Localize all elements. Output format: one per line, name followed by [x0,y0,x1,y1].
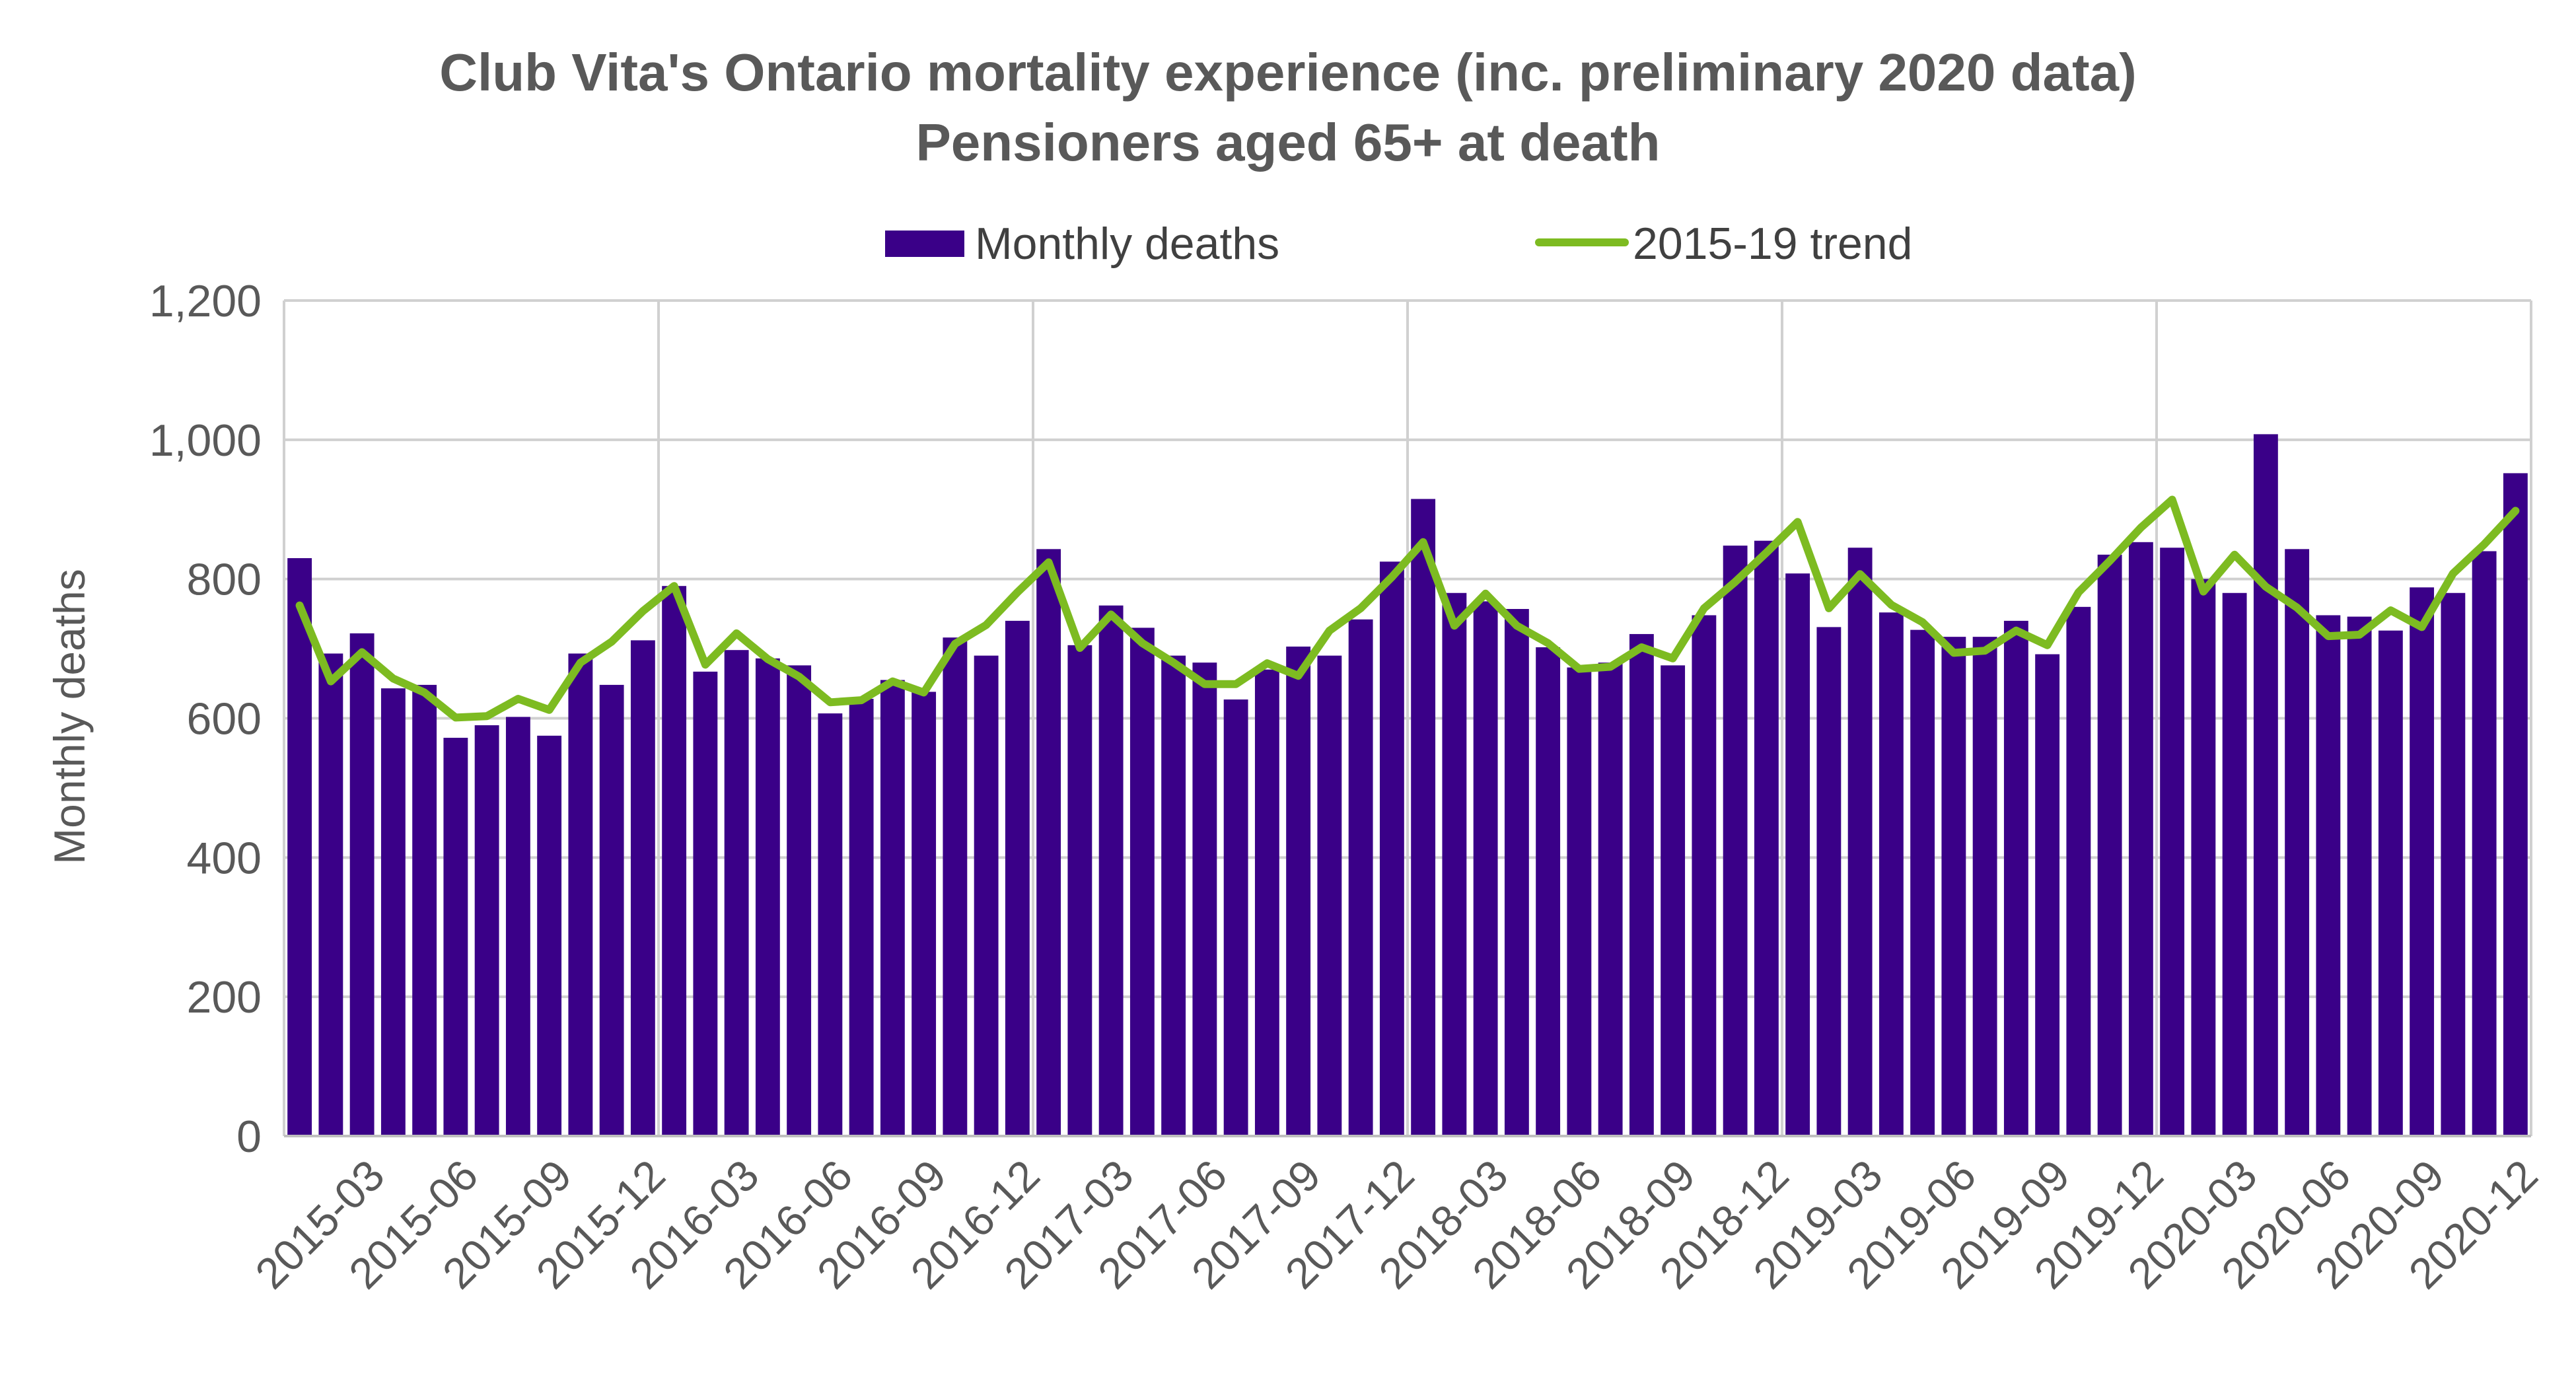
bar-2017-11 [1348,619,1373,1136]
legend-label-trend: 2015-19 trend [1633,219,1912,269]
bar-2015-10 [568,653,593,1136]
y-tick-label: 0 [236,1112,262,1162]
y-tick-label: 200 [187,972,262,1022]
bar-2015-05 [412,684,437,1136]
bar-2016-05 [787,665,812,1136]
bar-2018-05 [1536,647,1561,1136]
bar-2018-01 [1411,499,1436,1136]
bar-2016-01 [662,586,687,1136]
bar-2019-10 [2066,606,2091,1136]
bar-2016-02 [693,671,718,1136]
bar-2015-11 [599,684,624,1136]
bar-2017-04 [1129,627,1155,1136]
bar-2017-05 [1161,655,1186,1136]
legend-label-monthly-deaths: Monthly deaths [975,219,1279,269]
bar-2019-04 [1878,612,1904,1136]
bar-2018-03 [1473,601,1498,1136]
bar-2017-07 [1223,699,1248,1136]
bar-2020-11 [2472,551,2497,1136]
chart-title: Club Vita's Ontario mortality experience… [439,43,2137,102]
bar-2015-04 [380,688,406,1136]
bar-2018-04 [1504,608,1529,1136]
y-tick-label: 600 [187,694,262,744]
bar-2018-06 [1567,667,1592,1136]
bar-2017-12 [1379,561,1404,1136]
bar-2016-11 [974,655,999,1136]
bar-2018-09 [1661,665,1686,1136]
bar-2016-06 [818,713,843,1136]
bar-2015-09 [537,735,562,1136]
y-axis-label: Monthly deaths [45,569,94,865]
bar-2020-05 [2285,549,2310,1136]
bar-2020-04 [2253,434,2278,1136]
bar-2020-06 [2316,615,2341,1136]
bar-2018-11 [1723,546,1748,1136]
legend: Monthly deaths 2015-19 trend [885,219,1912,269]
bar-2017-06 [1192,662,1217,1136]
bar-2020-03 [2222,592,2247,1136]
bar-2020-01 [2160,548,2185,1136]
bar-2017-01 [1036,549,1061,1136]
bar-2016-03 [724,650,749,1136]
bar-2019-02 [1816,627,1842,1136]
bar-2016-04 [755,658,780,1136]
bar-2020-10 [2441,592,2466,1136]
bar-2018-02 [1442,592,1467,1136]
bar-2015-06 [443,738,468,1136]
bar-2019-07 [1972,637,1997,1136]
bar-2019-05 [1910,629,1935,1136]
chart-subtitle: Pensioners aged 65+ at death [915,113,1660,172]
bar-2020-12 [2503,473,2528,1136]
bar-2020-02 [2191,579,2216,1136]
bar-2016-12 [1005,620,1030,1136]
bar-2015-02 [318,653,343,1136]
y-tick-label: 1,000 [149,415,262,466]
bar-2018-08 [1629,633,1654,1136]
bar-2017-10 [1317,655,1342,1136]
bar-2017-09 [1286,646,1311,1136]
bar-2018-12 [1754,540,1779,1136]
bar-2015-12 [630,640,655,1136]
bar-2019-06 [1941,637,1966,1136]
bar-2017-08 [1254,669,1279,1136]
y-axis-ticks: 0 200 400 600 800 1,000 1,200 [149,276,262,1162]
bars [287,434,2528,1136]
y-tick-label: 400 [187,833,262,883]
bar-2015-08 [505,717,530,1136]
trend-line [295,495,2520,722]
bar-2019-01 [1785,573,1810,1136]
bar-2020-07 [2347,616,2372,1136]
bar-2015-07 [474,725,499,1136]
bar-2019-08 [2003,620,2028,1136]
bar-2019-09 [2035,654,2060,1136]
bar-2017-03 [1098,605,1124,1136]
bar-2016-09 [912,692,937,1136]
bar-2015-03 [349,633,375,1136]
bar-2019-12 [2128,542,2153,1136]
bar-2016-08 [880,680,905,1136]
bar-2019-11 [2097,554,2122,1136]
bar-2020-08 [2378,630,2403,1136]
bar-2018-07 [1598,662,1623,1136]
bar-2016-07 [849,698,874,1136]
y-tick-label: 1,200 [149,276,262,326]
legend-swatch-monthly-deaths [885,231,964,257]
bar-2015-01 [287,558,312,1136]
gridlines [283,299,2532,1136]
bar-2017-02 [1067,645,1092,1136]
bar-2018-10 [1692,615,1717,1136]
trend-line-layer [295,495,2520,722]
bar-2019-03 [1847,548,1873,1136]
y-tick-label: 800 [187,555,262,605]
bar-2020-09 [2410,587,2435,1136]
bar-2016-10 [943,637,968,1136]
